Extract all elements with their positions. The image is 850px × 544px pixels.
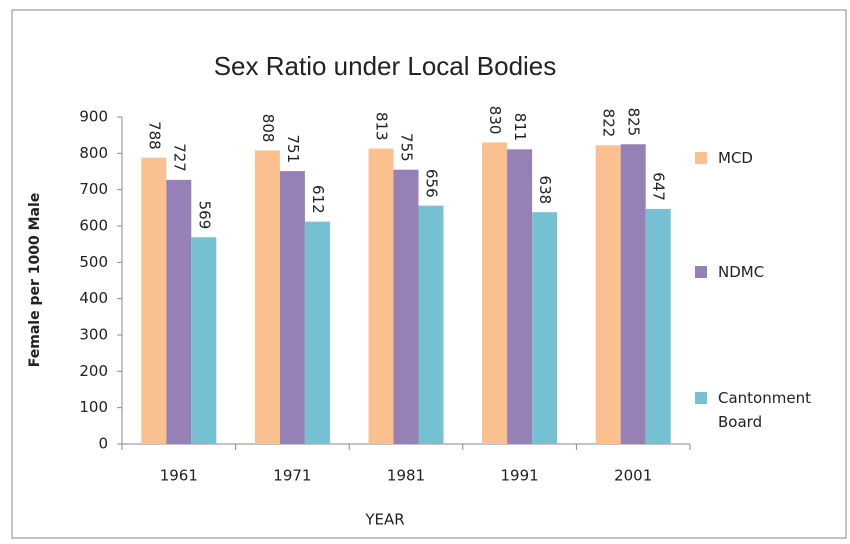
y-tick-label: 500 — [79, 253, 108, 271]
x-tick-label: 1991 — [501, 467, 539, 485]
bar — [304, 221, 330, 444]
data-label: 727 — [170, 143, 188, 172]
y-tick-label: 700 — [79, 180, 108, 198]
data-label: 808 — [259, 114, 277, 143]
legend-swatch — [695, 266, 707, 278]
data-label: 638 — [536, 176, 554, 205]
x-axis-label: YEAR — [364, 511, 404, 529]
y-tick-label: 100 — [79, 398, 108, 416]
bar — [393, 169, 419, 444]
bar — [595, 145, 621, 444]
x-tick-label: 1981 — [387, 467, 425, 485]
data-label: 813 — [373, 112, 391, 141]
legend-swatch — [695, 392, 707, 404]
data-label: 788 — [145, 121, 163, 150]
chart-title: Sex Ratio under Local Bodies — [214, 51, 557, 81]
data-label: 647 — [650, 172, 668, 201]
y-tick-label: 400 — [79, 289, 108, 307]
data-label: 751 — [284, 134, 302, 163]
bar — [620, 144, 646, 444]
legend-swatch — [695, 152, 707, 164]
bar — [507, 149, 533, 444]
y-axis-label: Female per 1000 Male — [27, 193, 43, 368]
y-tick-label: 0 — [98, 435, 108, 453]
data-label: 612 — [309, 185, 327, 214]
y-tick-label: 800 — [79, 144, 108, 162]
data-label: 830 — [486, 106, 504, 135]
bar — [368, 148, 394, 445]
data-label: 656 — [423, 169, 441, 198]
x-tick-label: 1971 — [273, 467, 311, 485]
bar — [418, 205, 444, 444]
data-label: 569 — [195, 201, 213, 230]
bar — [191, 237, 217, 444]
legend-label: NDMC — [718, 263, 765, 281]
legend-label: Cantonment Board — [718, 389, 811, 431]
bar — [279, 171, 305, 445]
data-label: 755 — [398, 133, 416, 162]
y-tick-label: 900 — [79, 108, 108, 126]
data-label: 825 — [625, 108, 643, 137]
y-tick-label: 600 — [79, 217, 108, 235]
bar — [482, 142, 508, 444]
data-label: 822 — [600, 109, 618, 138]
bar — [254, 150, 280, 444]
bar — [645, 208, 671, 444]
legend-label: MCD — [718, 149, 753, 167]
bar — [532, 212, 558, 444]
y-tick-label: 200 — [79, 362, 108, 380]
data-label: 811 — [511, 113, 529, 142]
y-tick-label: 300 — [79, 326, 108, 344]
x-tick-label: 1961 — [160, 467, 198, 485]
x-tick-label: 2001 — [614, 467, 652, 485]
bar — [141, 157, 167, 444]
bar — [166, 179, 192, 444]
